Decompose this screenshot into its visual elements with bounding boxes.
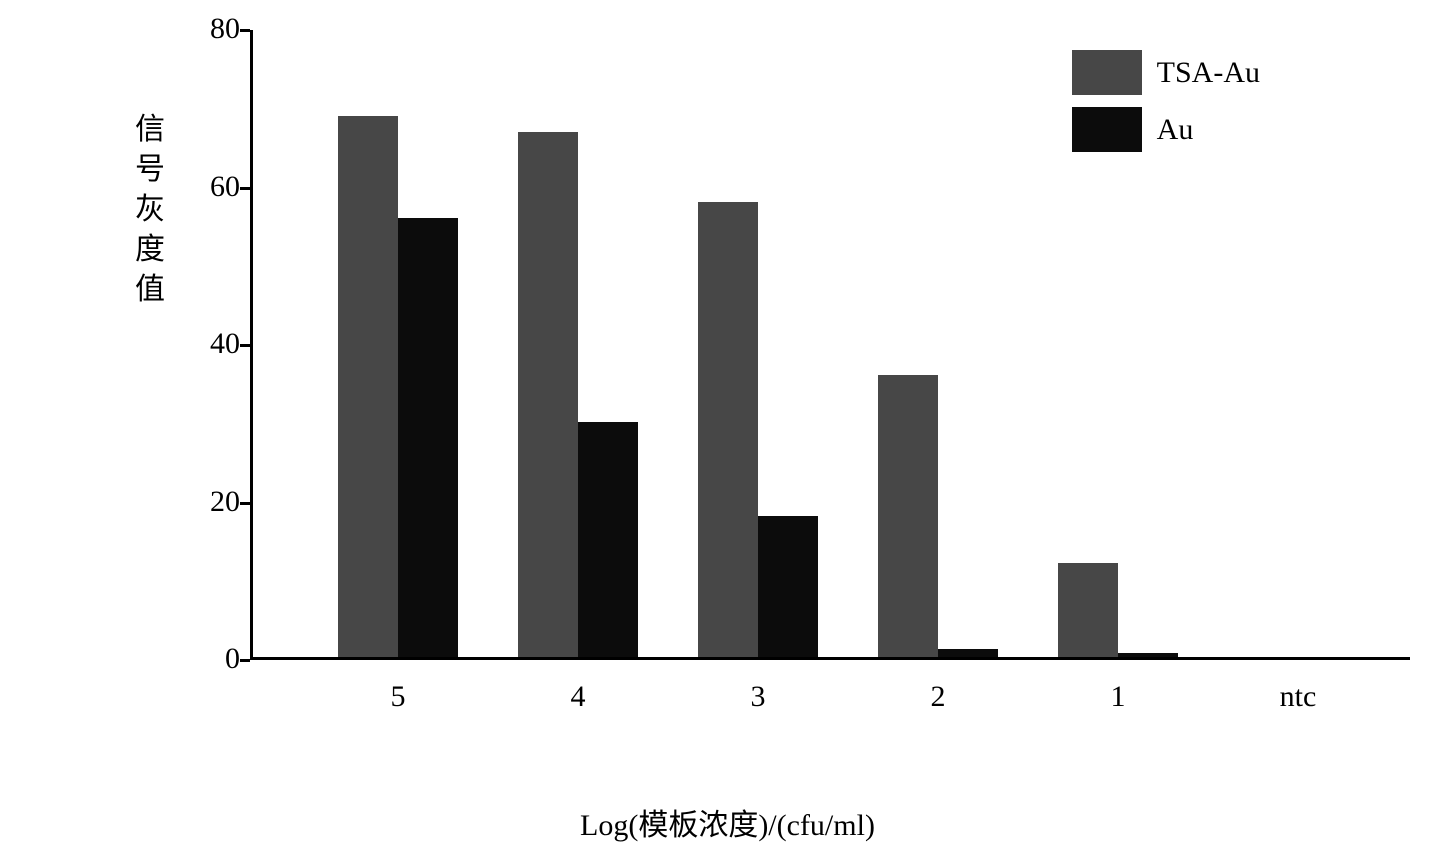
x-tick-label: 5 (391, 680, 406, 714)
legend-swatch (1072, 50, 1142, 95)
legend-item: TSA-Au (1072, 50, 1260, 95)
y-tick (240, 659, 250, 662)
bar-au-1 (1118, 653, 1178, 657)
bar-tsaau-4 (518, 132, 578, 657)
legend-label: TSA-Au (1157, 56, 1260, 90)
y-tick-label: 0 (185, 642, 240, 676)
x-tick-label: 2 (931, 680, 946, 714)
bar-au-5 (398, 218, 458, 657)
y-axis-title-char: 灰 (135, 190, 165, 230)
y-tick-label: 40 (185, 327, 240, 361)
bar-tsaau-3 (698, 202, 758, 657)
bar-au-3 (758, 516, 818, 657)
legend-item: Au (1072, 107, 1260, 152)
y-tick (240, 502, 250, 505)
y-tick-label: 80 (185, 12, 240, 46)
bar-au-2 (938, 649, 998, 657)
y-axis-title-char: 信 (135, 110, 165, 150)
y-axis-title: 信号灰度值 (135, 110, 165, 310)
bar-tsaau-5 (338, 116, 398, 657)
bar-tsaau-1 (1058, 563, 1118, 657)
y-tick (240, 187, 250, 190)
x-axis-labels: 54321ntc (250, 660, 1410, 710)
y-axis-line (250, 30, 253, 660)
x-tick-label: 3 (751, 680, 766, 714)
x-tick-label: ntc (1280, 680, 1317, 714)
x-tick-label: 4 (571, 680, 586, 714)
legend-label: Au (1157, 113, 1194, 147)
y-tick (240, 344, 250, 347)
y-axis-title-char: 度 (135, 230, 165, 270)
chart-container: 信号灰度值 020406080 54321ntc Log(模板浓度)/(cfu/… (120, 20, 1320, 800)
bar-tsaau-2 (878, 375, 938, 657)
y-tick-label: 60 (185, 170, 240, 204)
x-tick-label: 1 (1111, 680, 1126, 714)
y-axis-title-char: 值 (135, 270, 165, 310)
legend: TSA-Au Au (1072, 50, 1260, 164)
x-axis-title: Log(模板浓度)/(cfu/ml) (580, 800, 875, 844)
legend-swatch (1072, 107, 1142, 152)
y-axis-title-char: 号 (135, 150, 165, 190)
y-tick-label: 20 (185, 485, 240, 519)
bar-au-4 (578, 422, 638, 657)
y-tick (240, 29, 250, 32)
